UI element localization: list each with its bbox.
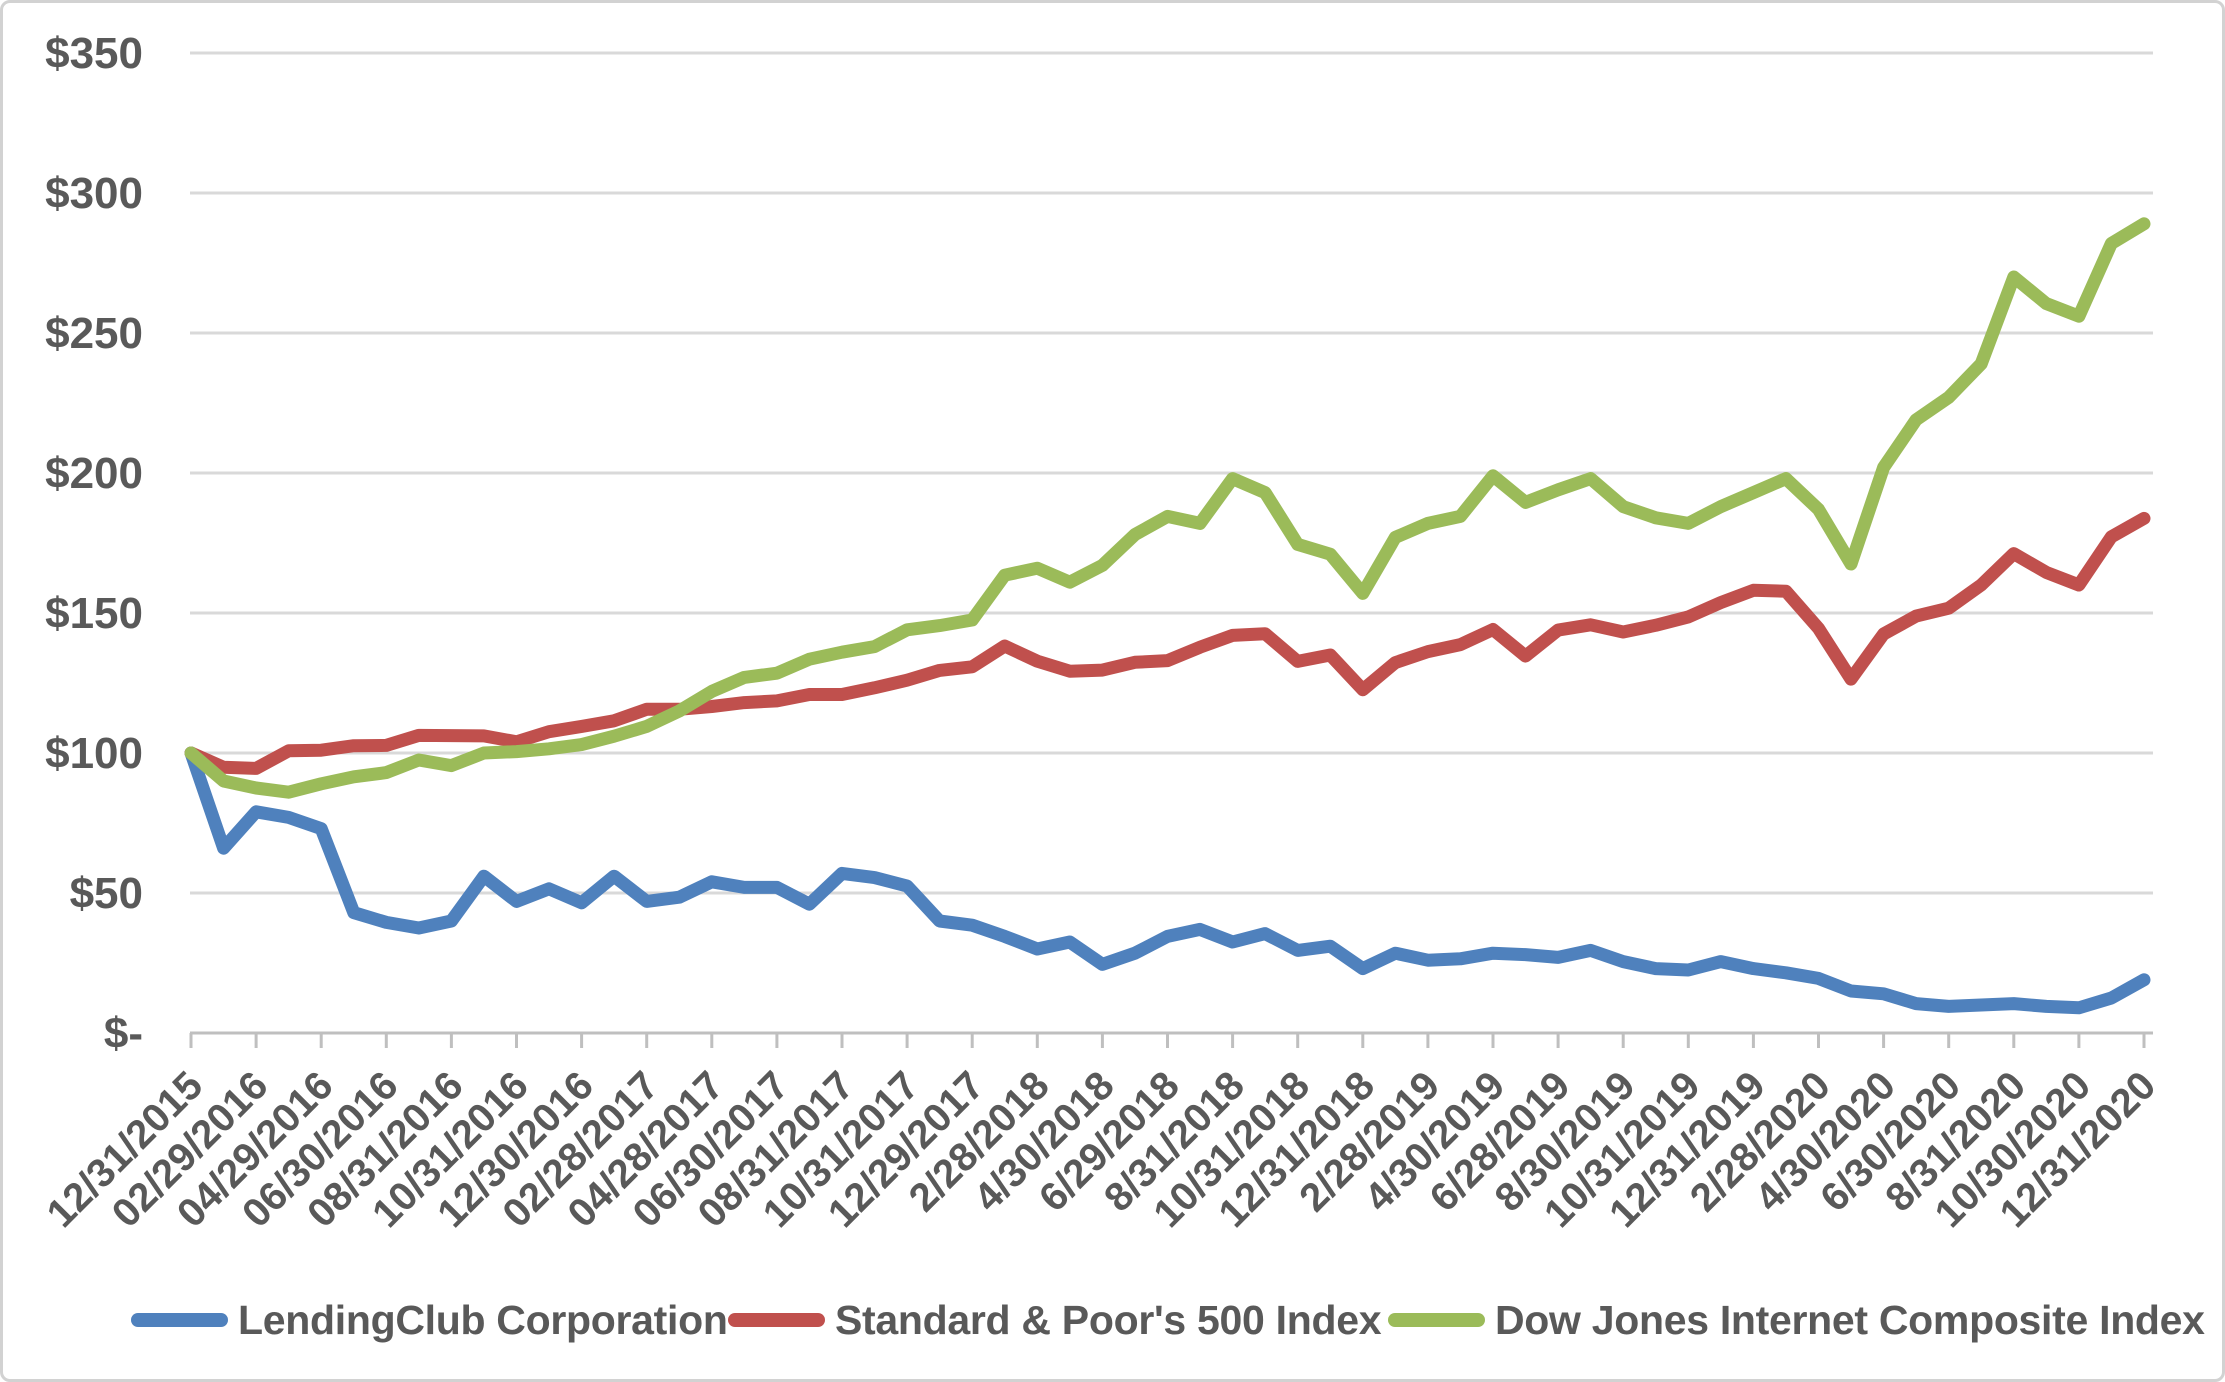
y-tick-label: $100 xyxy=(45,729,143,778)
legend-label-sp500: Standard & Poor's 500 Index xyxy=(835,1296,1382,1343)
legend-item-lendingclub: LendingClub Corporation xyxy=(131,1287,728,1353)
series-line-sp500 xyxy=(184,511,2151,775)
legend-label-dowjones-internet: Dow Jones Internet Composite Index xyxy=(1495,1296,2205,1343)
legend-item-sp500: Standard & Poor's 500 Index xyxy=(728,1287,1382,1353)
y-tick-label: $350 xyxy=(45,29,143,78)
y-tick-label: $200 xyxy=(45,449,143,498)
legend-item-dowjones-internet: Dow Jones Internet Composite Index xyxy=(1388,1287,2205,1353)
y-tick-label: $300 xyxy=(45,169,143,218)
x-axis-labels: 12/31/201502/29/201604/29/201606/30/2016… xyxy=(39,1063,2165,1236)
series-line-dowjones-internet xyxy=(184,217,2151,799)
x-axis xyxy=(189,1031,2153,1048)
y-tick-label: $- xyxy=(104,1009,143,1058)
y-tick-label: $50 xyxy=(70,869,143,918)
y-tick-label: $150 xyxy=(45,589,143,638)
chart-plot-area: $- $50 $100 $150 $200 $250 $300 $350 12/31/20150… xyxy=(39,29,2165,1236)
y-axis-labels: $- $50 $100 $150 $200 $250 $300 $350 xyxy=(45,29,143,1058)
legend-swatch-sp500 xyxy=(728,1313,825,1327)
legend-swatch-dowjones-internet xyxy=(1388,1313,1485,1327)
legend-swatch-lendingclub xyxy=(131,1313,228,1327)
y-tick-label: $250 xyxy=(45,309,143,358)
gridlines xyxy=(190,51,2153,895)
legend-label-lendingclub: LendingClub Corporation xyxy=(238,1296,728,1343)
chart-legend: LendingClub Corporation Standard & Poor'… xyxy=(3,1287,2222,1357)
series-line-lendingclub xyxy=(184,746,2151,1015)
